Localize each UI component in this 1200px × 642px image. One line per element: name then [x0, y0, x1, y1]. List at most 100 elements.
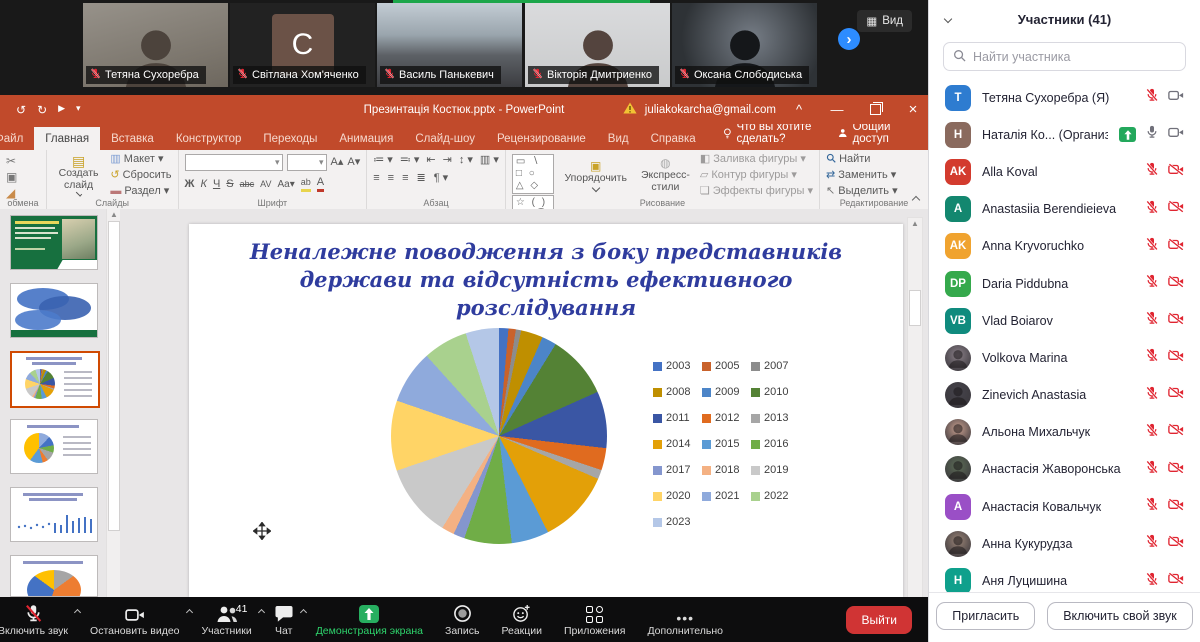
quick-styles-button[interactable]: ◍ Экспресс-стили: [640, 156, 690, 193]
slide-thumbnail-6[interactable]: [10, 555, 98, 597]
restore-button[interactable]: [860, 95, 890, 124]
participant-row[interactable]: Анастасія Жаворонська: [929, 451, 1200, 488]
next-videos-button[interactable]: ›: [838, 28, 860, 50]
scroll-up-icon[interactable]: ▲: [911, 219, 919, 228]
camera-muted-icon[interactable]: [1168, 163, 1184, 181]
mic-muted-icon[interactable]: [1145, 423, 1159, 442]
search-participant-input[interactable]: Найти участника: [943, 42, 1186, 71]
bullets-icon[interactable]: ≔ ▾: [373, 154, 393, 166]
participant-row[interactable]: Альона Михальчук: [929, 414, 1200, 451]
shape-fill-button[interactable]: ◧ Заливка фигуры ▾: [699, 152, 806, 165]
video-tile-5[interactable]: Оксана Слободиська: [672, 3, 817, 87]
video-tile-2[interactable]: C Світлана Хом'яченко: [230, 3, 375, 87]
ribbon-tab-анимация[interactable]: Анимация: [339, 133, 394, 145]
toolbar-share-screen-button[interactable]: Демонстрация экрана: [305, 603, 434, 637]
mic-muted-icon[interactable]: [1145, 162, 1159, 181]
video-tile-3[interactable]: Василь Панькевич: [377, 3, 522, 87]
ribbon-tab-рецензирование[interactable]: Рецензирование: [496, 133, 586, 145]
section-button[interactable]: ▬ Раздел ▾: [110, 184, 170, 197]
invite-button[interactable]: Пригласить: [936, 602, 1036, 630]
participant-row[interactable]: DP Daria Piddubna: [929, 265, 1200, 302]
mic-muted-icon[interactable]: [1145, 572, 1159, 591]
start-slideshow-icon[interactable]: ▶: [58, 102, 66, 113]
camera-muted-icon[interactable]: [1168, 275, 1184, 293]
select-button[interactable]: ↖ Выделить ▾: [826, 184, 898, 197]
tell-me-box[interactable]: Что вы хотите сделать?: [723, 121, 838, 150]
ribbon-display-options-icon[interactable]: ^: [795, 102, 803, 117]
layout-button[interactable]: ▥ Макет ▾: [110, 152, 164, 165]
camera-muted-icon[interactable]: [1168, 200, 1184, 218]
warning-icon[interactable]: [623, 102, 637, 117]
mic-on-icon[interactable]: [1145, 125, 1159, 144]
participant-row[interactable]: AK Anna Kryvoruchko: [929, 228, 1200, 265]
camera-on-icon[interactable]: [1168, 126, 1184, 144]
shrink-font-icon[interactable]: A▾: [347, 156, 361, 168]
mic-muted-icon[interactable]: [1145, 311, 1159, 330]
participant-row[interactable]: VB Vlad Boiarov: [929, 302, 1200, 339]
toolbar-participants-button[interactable]: 41 Участники: [191, 603, 265, 637]
bold-button[interactable]: Ж: [184, 177, 195, 190]
ribbon-tab-слайд-шоу[interactable]: Слайд-шоу: [415, 133, 475, 145]
toolbar-chat-button[interactable]: Чат: [263, 603, 307, 637]
text-direction-icon[interactable]: ¶ ▾: [433, 172, 449, 184]
arrange-button[interactable]: ▣ Упорядочить: [560, 154, 630, 196]
increase-indent-icon[interactable]: ⇥: [442, 154, 452, 166]
share-button[interactable]: Общий доступ: [838, 121, 928, 150]
grow-font-icon[interactable]: A▴: [330, 156, 344, 168]
mic-muted-icon[interactable]: [1145, 88, 1159, 107]
camera-muted-icon[interactable]: [1168, 572, 1184, 590]
toolbar-mic-muted-button[interactable]: Включить звук: [0, 603, 82, 637]
align-center-icon[interactable]: ≡: [387, 172, 395, 184]
minimize-button[interactable]: —: [830, 102, 844, 117]
highlight-color-button[interactable]: ab: [300, 176, 311, 192]
mic-muted-icon[interactable]: [1145, 534, 1159, 553]
font-size-select[interactable]: ▾: [286, 154, 327, 171]
reset-button[interactable]: ↺ Сбросить: [110, 168, 172, 181]
mic-muted-icon[interactable]: [1145, 386, 1159, 405]
participant-row[interactable]: A Anastasiia Berendieieva: [929, 191, 1200, 228]
mic-muted-icon[interactable]: [1145, 497, 1159, 516]
camera-on-icon[interactable]: [1168, 89, 1184, 107]
ribbon-tab-главная[interactable]: Главная: [34, 127, 101, 150]
toolbar-reactions-button[interactable]: Реакции: [490, 603, 553, 637]
new-slide-button[interactable]: ▤ Создать слайд: [53, 154, 104, 197]
undo-icon[interactable]: ↺: [16, 102, 27, 117]
toolbar-record-button[interactable]: Запись: [434, 603, 490, 637]
participant-row[interactable]: Zinevich Anastasia: [929, 377, 1200, 414]
thumbnail-scrollbar[interactable]: ▲: [106, 209, 120, 597]
participant-row[interactable]: H Аня Луцишина: [929, 562, 1200, 592]
shapes-gallery[interactable]: ▭ ∖ □ ○ △ ◇: [511, 154, 555, 194]
font-color-button[interactable]: A: [316, 176, 325, 192]
participant-row[interactable]: H Наталія Ко... (Организатор): [929, 116, 1200, 153]
scroll-up-icon[interactable]: ▲: [110, 210, 118, 219]
unmute-self-button[interactable]: Включить свой звук: [1047, 602, 1193, 630]
leave-meeting-button[interactable]: Выйти: [846, 605, 912, 634]
text-shadow-button[interactable]: abc: [239, 178, 255, 189]
mic-muted-icon[interactable]: [1145, 460, 1159, 479]
decrease-indent-icon[interactable]: ⇤: [426, 154, 436, 166]
toolbar-camera-button[interactable]: Остановить видео: [79, 603, 193, 637]
strikethrough-button[interactable]: S: [226, 177, 234, 190]
slide-thumbnail-2[interactable]: [10, 283, 98, 338]
participant-row[interactable]: Volkova Marina: [929, 339, 1200, 376]
ribbon-tab-вид[interactable]: Вид: [607, 133, 629, 145]
shape-outline-button[interactable]: ▱ Контур фигуры ▾: [699, 168, 797, 181]
participant-row[interactable]: Анна Кукурудза: [929, 525, 1200, 562]
camera-muted-icon[interactable]: [1168, 312, 1184, 330]
camera-muted-icon[interactable]: [1168, 460, 1184, 478]
align-left-icon[interactable]: ≡: [373, 172, 380, 184]
close-button[interactable]: ×: [908, 101, 918, 118]
redo-icon[interactable]: ↻: [37, 102, 48, 117]
mic-muted-icon[interactable]: [1145, 274, 1159, 293]
mic-muted-icon[interactable]: [1145, 237, 1159, 256]
italic-button[interactable]: К: [200, 177, 207, 190]
participant-row[interactable]: A Анастасія Ковальчук: [929, 488, 1200, 525]
mic-muted-icon[interactable]: [1145, 200, 1159, 219]
format-painter-icon[interactable]: ◢: [6, 186, 16, 200]
justify-icon[interactable]: ≣: [416, 172, 426, 184]
collapse-panel-icon[interactable]: [943, 14, 953, 24]
slide-thumbnail-5[interactable]: [10, 487, 98, 542]
video-tile-1[interactable]: Тетяна Сухоребра: [83, 3, 228, 87]
slide-canvas[interactable]: Неналежне поводження з боку представникі…: [189, 224, 903, 597]
ribbon-tab-переходы[interactable]: Переходы: [263, 133, 318, 145]
